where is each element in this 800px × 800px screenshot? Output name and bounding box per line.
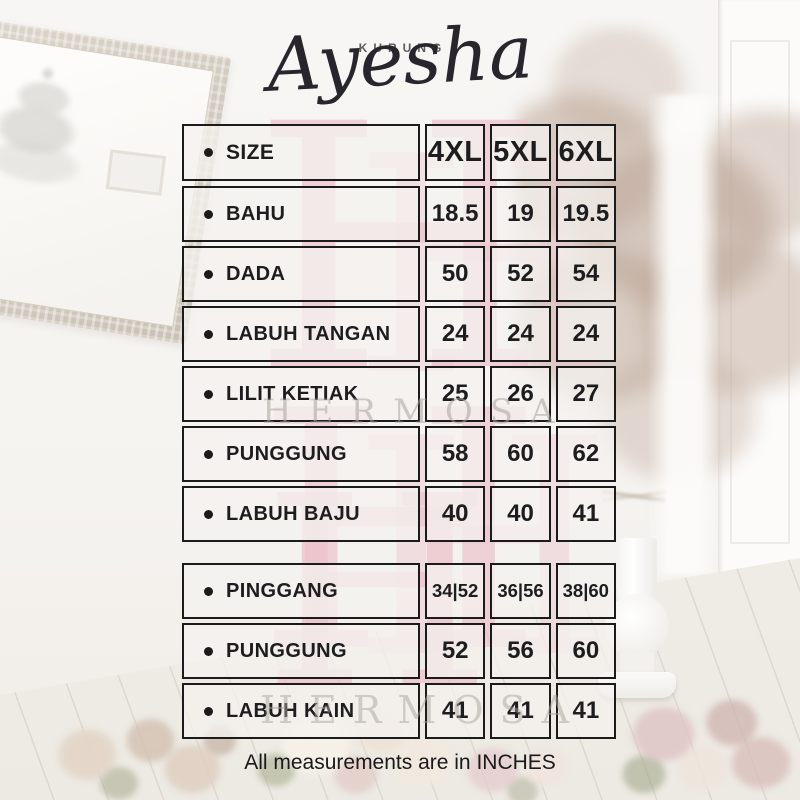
row-label: BAHU [226, 202, 286, 225]
row-value: 34|52 [425, 563, 486, 619]
row-label-cell: LABUH TANGAN [182, 306, 420, 362]
row-value: 24 [555, 306, 616, 362]
column-header-5xl: 5XL [490, 124, 551, 181]
row-label: PINGGANG [226, 579, 339, 602]
row-value: 62 [555, 426, 616, 482]
row-value: 58 [425, 426, 486, 482]
row-label: LABUH TANGAN [226, 322, 391, 345]
column-header-4xl: 4XL [425, 124, 486, 181]
table-row-bahu: BAHU 18.5 19 19.5 [182, 186, 616, 242]
table-row-pinggang: PINGGANG 34|52 36|56 38|60 [182, 563, 616, 619]
row-value: 40 [425, 486, 486, 542]
row-value: 50 [425, 246, 486, 302]
row-value: 41 [490, 683, 551, 739]
row-label-cell: LABUH BAJU [182, 486, 420, 542]
measurement-unit-note: All measurements are in INCHES [244, 751, 556, 774]
bullet-icon [204, 209, 213, 219]
bullet-icon [204, 389, 213, 399]
row-value: 56 [490, 623, 551, 679]
bullet-icon [204, 329, 213, 339]
row-value: 24 [490, 306, 551, 362]
bullet-icon [204, 148, 213, 157]
row-label: PUNGGUNG [226, 639, 347, 662]
row-value: 38|60 [555, 563, 616, 619]
vase-neck [617, 538, 657, 604]
row-label-cell: PUNGGUNG [182, 623, 420, 679]
header-label: SIZE [226, 140, 275, 164]
row-value: 52 [490, 246, 551, 302]
bullet-icon [204, 509, 213, 519]
table-row-labuh-baju: LABUH BAJU 40 40 41 [182, 486, 616, 542]
row-value: 24 [425, 306, 486, 362]
bullet-icon [204, 449, 213, 459]
row-value: 19.5 [555, 186, 616, 242]
bullet-icon [204, 586, 213, 596]
row-value: 60 [490, 426, 551, 482]
row-value: 40 [490, 486, 551, 542]
row-value: 41 [555, 683, 616, 739]
row-value: 60 [555, 623, 616, 679]
row-label: LILIT KETIAK [226, 382, 359, 405]
row-label: DADA [226, 262, 286, 285]
row-value: 18.5 [425, 186, 486, 242]
row-value: 41 [555, 486, 616, 542]
size-chart-table: SIZE 4XL 5XL 6XL BAHU 18.5 19 19.5 DADA … [182, 124, 616, 743]
table-row-punggung-kain: PUNGGUNG 52 56 60 [182, 623, 616, 679]
row-value: 36|56 [490, 563, 551, 619]
picture-frame-reflection [105, 149, 167, 196]
column-header-6xl: 6XL [555, 124, 616, 181]
bullet-icon [204, 269, 213, 279]
row-value: 54 [555, 246, 616, 302]
row-label-cell: LILIT KETIAK [182, 366, 420, 422]
row-label: LABUH BAJU [226, 502, 360, 525]
row-value: 25 [425, 366, 486, 422]
table-row-dada: DADA 50 52 54 [182, 246, 616, 302]
row-value: 52 [425, 623, 486, 679]
row-label-cell: DADA [182, 246, 420, 302]
table-row-labuh-tangan: LABUH TANGAN 24 24 24 [182, 306, 616, 362]
white-curtain [648, 95, 722, 575]
header-label-cell: SIZE [182, 124, 420, 181]
table-row-labuh-kain: LABUH KAIN 41 41 41 [182, 683, 616, 739]
row-value: 27 [555, 366, 616, 422]
row-label: PUNGGUNG [226, 442, 347, 465]
row-label-cell: BAHU [182, 186, 420, 242]
row-label-cell: PUNGGUNG [182, 426, 420, 482]
row-value: 41 [425, 683, 486, 739]
row-label-cell: PINGGANG [182, 563, 420, 619]
row-label-cell: LABUH KAIN [182, 683, 420, 739]
row-label: LABUH KAIN [226, 699, 355, 722]
collection-label: KURUNG [358, 41, 448, 55]
bullet-icon [204, 646, 213, 656]
table-row-lilit-ketiak: LILIT KETIAK 25 26 27 [182, 366, 616, 422]
row-value: 19 [490, 186, 551, 242]
table-header-row: SIZE 4XL 5XL 6XL [182, 124, 616, 181]
flower-cluster-mid-right [440, 735, 590, 800]
table-row-punggung: PUNGGUNG 58 60 62 [182, 426, 616, 482]
bullet-icon [204, 706, 213, 716]
flower-cluster-right [605, 688, 800, 800]
row-value: 26 [490, 366, 551, 422]
